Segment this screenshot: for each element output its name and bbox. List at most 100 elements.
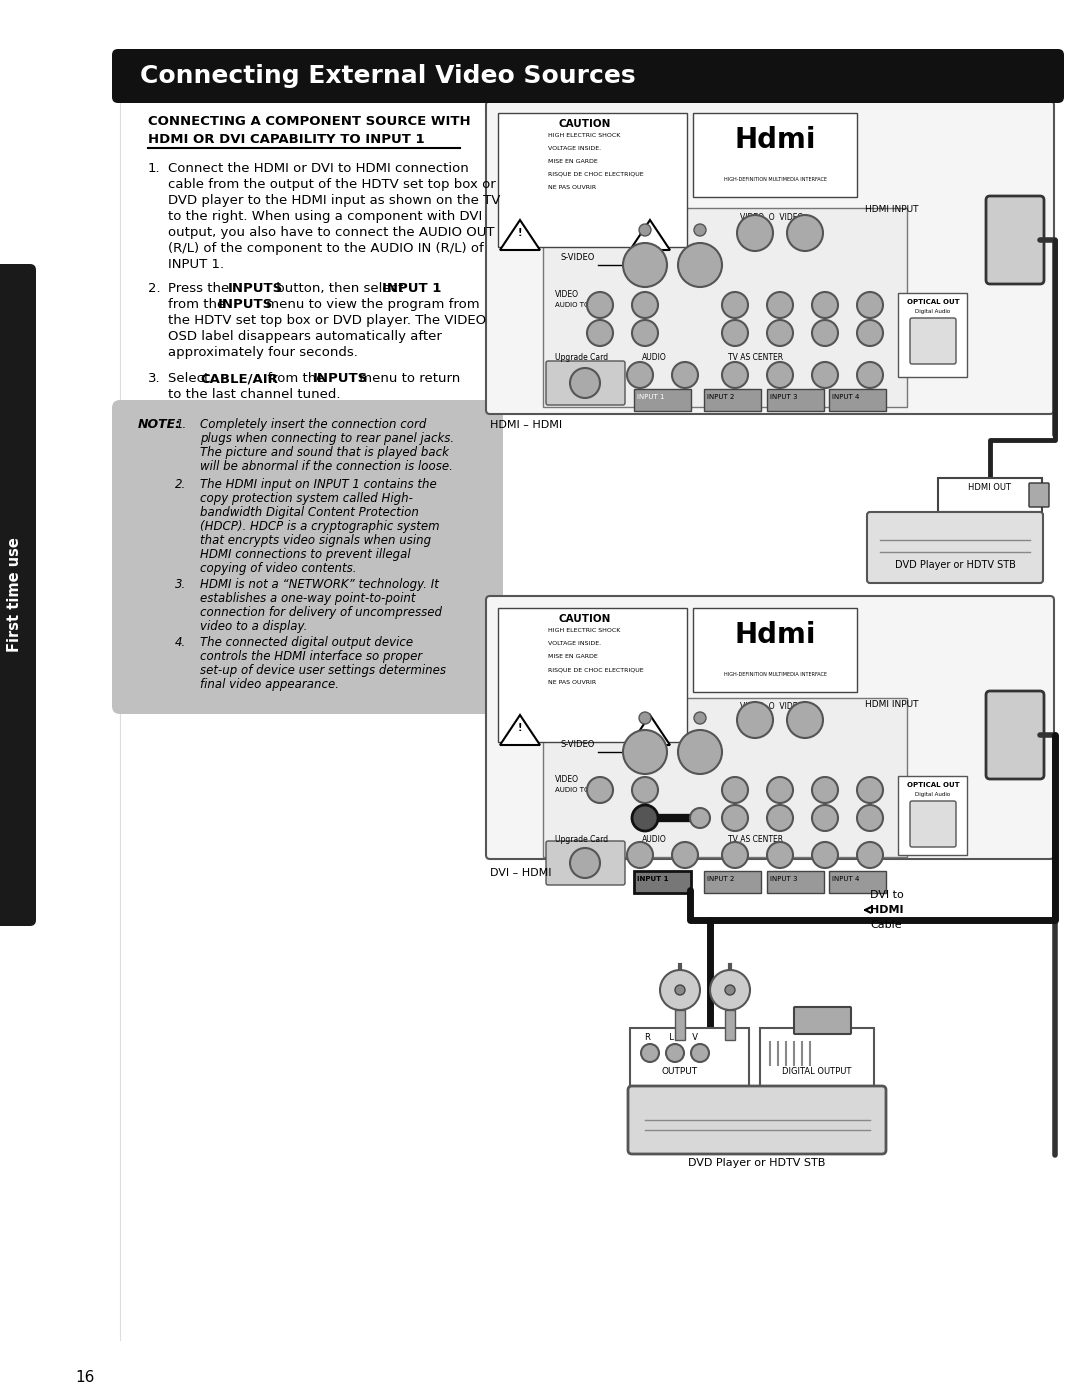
Text: to the right. When using a component with DVI: to the right. When using a component wit… — [168, 210, 483, 224]
Text: RISQUE DE CHOC ELECTRIQUE: RISQUE DE CHOC ELECTRIQUE — [548, 666, 644, 672]
FancyBboxPatch shape — [767, 870, 824, 893]
Circle shape — [710, 970, 750, 1010]
Circle shape — [588, 292, 613, 319]
FancyBboxPatch shape — [829, 388, 886, 411]
Text: !: ! — [517, 228, 523, 237]
Circle shape — [570, 367, 600, 398]
FancyBboxPatch shape — [486, 101, 1054, 414]
Circle shape — [767, 292, 793, 319]
Text: 4.: 4. — [175, 636, 186, 650]
Circle shape — [767, 842, 793, 868]
Text: INPUT 1: INPUT 1 — [382, 282, 442, 295]
FancyBboxPatch shape — [1029, 483, 1049, 507]
Text: that encrypts video signals when using: that encrypts video signals when using — [200, 534, 431, 548]
Circle shape — [858, 320, 883, 346]
Circle shape — [660, 970, 700, 1010]
Circle shape — [812, 805, 838, 831]
Circle shape — [570, 848, 600, 877]
Text: Digital Audio: Digital Audio — [916, 792, 950, 798]
FancyBboxPatch shape — [543, 698, 907, 856]
Circle shape — [723, 292, 748, 319]
Text: OUTPUT: OUTPUT — [662, 1067, 698, 1076]
Circle shape — [858, 842, 883, 868]
Text: DVD Player or HDTV STB: DVD Player or HDTV STB — [894, 560, 1015, 570]
Text: Connect the HDMI or DVI to HDMI connection: Connect the HDMI or DVI to HDMI connecti… — [168, 162, 469, 175]
FancyBboxPatch shape — [498, 113, 687, 247]
Text: OPTICAL OUT: OPTICAL OUT — [907, 299, 959, 305]
FancyBboxPatch shape — [112, 49, 1064, 103]
Text: HIGH ELECTRIC SHOCK: HIGH ELECTRIC SHOCK — [548, 133, 620, 138]
FancyBboxPatch shape — [897, 775, 967, 855]
Text: AUDIO: AUDIO — [642, 835, 666, 844]
Bar — [725, 1010, 735, 1039]
Text: establishes a one-way point-to-point: establishes a one-way point-to-point — [200, 592, 416, 605]
Text: VOLTAGE INSIDE.: VOLTAGE INSIDE. — [548, 641, 602, 645]
Circle shape — [639, 712, 651, 724]
Circle shape — [812, 362, 838, 388]
FancyBboxPatch shape — [630, 1028, 750, 1087]
Circle shape — [642, 1044, 659, 1062]
Circle shape — [694, 712, 706, 724]
Circle shape — [725, 985, 735, 995]
Circle shape — [723, 842, 748, 868]
Circle shape — [588, 320, 613, 346]
Circle shape — [690, 807, 710, 828]
FancyBboxPatch shape — [693, 113, 858, 197]
Text: bandwidth Digital Content Protection: bandwidth Digital Content Protection — [200, 506, 419, 520]
FancyBboxPatch shape — [897, 293, 967, 377]
Text: Connecting External Video Sources: Connecting External Video Sources — [140, 64, 636, 88]
Text: connection for delivery of uncompressed: connection for delivery of uncompressed — [200, 606, 442, 619]
FancyBboxPatch shape — [486, 597, 1054, 859]
Text: menu to return: menu to return — [355, 372, 460, 386]
Text: Completely insert the connection cord: Completely insert the connection cord — [200, 418, 427, 432]
Text: approximately four seconds.: approximately four seconds. — [168, 346, 357, 359]
FancyBboxPatch shape — [829, 870, 886, 893]
Circle shape — [858, 805, 883, 831]
Text: output, you also have to connect the AUDIO OUT: output, you also have to connect the AUD… — [168, 226, 495, 239]
Text: HDMI OR DVI CAPABILITY TO INPUT 1: HDMI OR DVI CAPABILITY TO INPUT 1 — [148, 133, 424, 147]
Text: video to a display.: video to a display. — [200, 620, 308, 633]
Text: menu to view the program from: menu to view the program from — [262, 298, 480, 312]
Text: HDMI: HDMI — [870, 905, 904, 915]
FancyBboxPatch shape — [634, 388, 691, 411]
Circle shape — [787, 703, 823, 738]
Text: INPUT 2: INPUT 2 — [707, 394, 734, 400]
Text: INPUTS: INPUTS — [228, 282, 283, 295]
FancyBboxPatch shape — [546, 360, 625, 405]
Text: AUDIO TO HI-FI: AUDIO TO HI-FI — [555, 302, 607, 307]
FancyBboxPatch shape — [760, 1028, 874, 1087]
Circle shape — [691, 1044, 708, 1062]
Text: MISE EN GARDE: MISE EN GARDE — [548, 654, 597, 659]
Circle shape — [737, 703, 773, 738]
Text: INPUT 3: INPUT 3 — [770, 394, 797, 400]
Circle shape — [632, 292, 658, 319]
Text: INPUT 1: INPUT 1 — [637, 394, 664, 400]
Text: INPUT 4: INPUT 4 — [832, 394, 860, 400]
FancyBboxPatch shape — [704, 870, 761, 893]
Circle shape — [723, 777, 748, 803]
Text: INPUT 3: INPUT 3 — [770, 876, 797, 882]
Text: 3.: 3. — [148, 372, 161, 386]
Text: CABLE/AIR: CABLE/AIR — [200, 372, 278, 386]
FancyBboxPatch shape — [634, 870, 691, 893]
Circle shape — [858, 362, 883, 388]
FancyBboxPatch shape — [0, 264, 36, 926]
Circle shape — [588, 777, 613, 803]
Text: First time use: First time use — [8, 538, 23, 652]
FancyBboxPatch shape — [986, 692, 1044, 780]
Text: VOLTAGE INSIDE.: VOLTAGE INSIDE. — [548, 147, 602, 151]
Circle shape — [632, 805, 658, 831]
FancyBboxPatch shape — [794, 1007, 851, 1034]
Circle shape — [812, 292, 838, 319]
Text: HDMI OUT: HDMI OUT — [969, 483, 1012, 492]
Text: DVD player to the HDMI input as shown on the TV: DVD player to the HDMI input as shown on… — [168, 194, 500, 207]
Text: CAUTION: CAUTION — [558, 615, 611, 624]
Text: INPUTS: INPUTS — [313, 372, 368, 386]
FancyBboxPatch shape — [498, 608, 687, 742]
Circle shape — [812, 320, 838, 346]
Polygon shape — [500, 715, 540, 745]
Text: from the: from the — [168, 298, 229, 312]
Circle shape — [694, 224, 706, 236]
FancyBboxPatch shape — [767, 388, 824, 411]
Text: AUDIO TO HI-FI: AUDIO TO HI-FI — [555, 787, 607, 793]
